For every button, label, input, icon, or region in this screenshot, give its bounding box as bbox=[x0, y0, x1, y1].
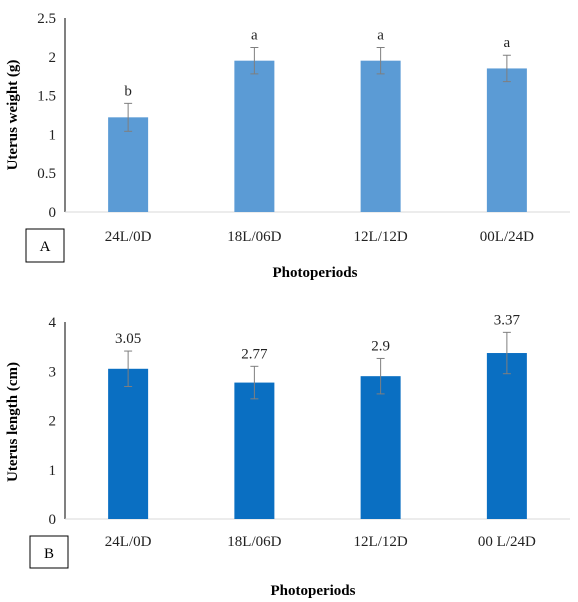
chart-a-x-tick-label: 24L/0D bbox=[105, 229, 152, 245]
chart-a-data-label: b bbox=[124, 83, 132, 99]
chart-b-bar bbox=[486, 353, 527, 519]
chart-a-x-tick-label: 00L/24D bbox=[480, 229, 534, 245]
chart-a-data-label: a bbox=[251, 27, 258, 43]
chart-a-x-axis-title: Photoperiods bbox=[272, 265, 357, 281]
chart-a-x-tick-label: 18L/06D bbox=[227, 229, 281, 245]
chart-b-y-axis-title: Uterus length (cm) bbox=[5, 362, 21, 482]
chart-b-bar bbox=[108, 368, 149, 519]
chart-b-x-tick-label: 24L/0D bbox=[105, 534, 152, 550]
chart-a-bar bbox=[108, 117, 149, 212]
chart-b-panel-box bbox=[29, 535, 69, 569]
chart-a-data-label: a bbox=[504, 35, 511, 51]
chart-a-y-tick-label: 0.5 bbox=[37, 166, 56, 182]
chart-a-y-tick-label: 1 bbox=[49, 127, 57, 143]
chart-b-y-tick-label: 4 bbox=[49, 315, 57, 331]
chart-a: 0 0.5 1 1.5 2 2.5 b a a a 24L/0D 18L/06D 12L/12D 00… bbox=[5, 11, 570, 281]
chart-a-data-label: a bbox=[377, 27, 384, 43]
chart-b-data-label: 2.77 bbox=[241, 346, 268, 362]
chart-b-bar bbox=[360, 376, 401, 519]
chart-b: 0 1 2 3 4 3.05 2.77 2.9 3.37 24L/0D 18L/06D 12L/1… bbox=[5, 312, 570, 599]
chart-b-y-tick-label: 3 bbox=[49, 364, 57, 380]
chart-a-bar bbox=[360, 60, 401, 213]
chart-a-bar bbox=[486, 68, 527, 212]
chart-b-panel-label: B bbox=[44, 546, 54, 562]
chart-a-bar bbox=[234, 60, 275, 213]
chart-a-error-bar bbox=[376, 46, 385, 75]
chart-b-y-tick-label: 2 bbox=[49, 414, 57, 430]
chart-a-panel-box bbox=[25, 228, 65, 263]
chart-a-x-tick-label: 12L/12D bbox=[354, 229, 408, 245]
chart-a-error-bar bbox=[250, 46, 259, 75]
chart-a-y-tick-label: 2.5 bbox=[37, 11, 56, 27]
chart-b-data-label: 2.9 bbox=[371, 338, 390, 354]
chart-b-x-tick-label: 00 L/24D bbox=[478, 534, 536, 550]
chart-a-panel-label: A bbox=[40, 239, 51, 255]
chart-a-error-bar bbox=[502, 54, 511, 83]
chart-b-y-tick-label: 1 bbox=[49, 463, 57, 479]
chart-b-x-tick-label: 18L/06D bbox=[227, 534, 281, 550]
chart-a-y-tick-label: 0 bbox=[49, 205, 57, 221]
chart-b-data-label: 3.05 bbox=[115, 331, 141, 347]
chart-b-error-bar bbox=[376, 357, 385, 395]
chart-b-y-tick-label: 0 bbox=[49, 512, 57, 528]
chart-b-x-tick-label: 12L/12D bbox=[354, 534, 408, 550]
chart-a-y-tick-label: 2 bbox=[49, 50, 57, 66]
chart-b-data-label: 3.37 bbox=[494, 312, 521, 328]
chart-b-error-bar bbox=[124, 350, 133, 388]
chart-a-y-tick-label: 1.5 bbox=[37, 89, 56, 105]
chart-b-x-axis-title: Photoperiods bbox=[270, 583, 355, 599]
chart-b-bar bbox=[234, 382, 275, 519]
chart-a-y-axis-title: Uterus weight (g) bbox=[5, 60, 21, 171]
chart-a-error-bar bbox=[124, 102, 133, 132]
chart-b-error-bar bbox=[502, 331, 511, 375]
chart-b-error-bar bbox=[250, 365, 259, 400]
